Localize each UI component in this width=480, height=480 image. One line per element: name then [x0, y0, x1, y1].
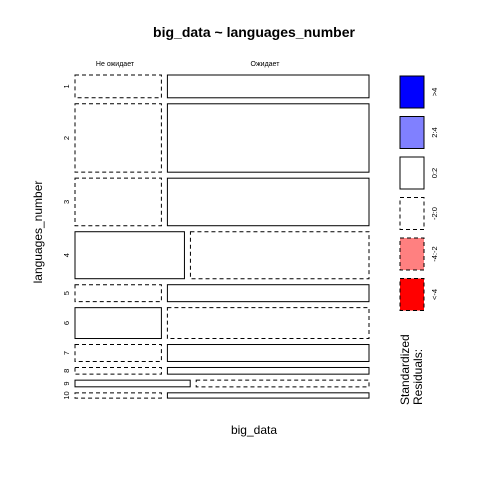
legend-swatch-1: [399, 116, 425, 149]
mosaic-tile-row-10-col-1: [74, 392, 162, 399]
legend-label-3: -2:0: [430, 207, 439, 220]
row-labels: 1 2 3 4 5 6 7 8 9 10: [62, 84, 71, 399]
legend-label-5: <-4: [430, 289, 439, 300]
mosaic-tile-row-7-col-1: [74, 344, 162, 362]
legend-swatch-4: [399, 237, 425, 271]
mosaic-tile-row-3-col-1: [74, 177, 162, 227]
mosaic-tiles: [74, 74, 370, 399]
legend-label-2: 0:2: [430, 168, 439, 178]
legend-swatch-3: [399, 197, 425, 230]
mosaic-tile-row-6-col-2: [166, 307, 370, 340]
legend-label-0: >4: [430, 88, 439, 97]
legend-label-4: -4:-2: [430, 246, 439, 261]
mosaic-tile-row-1-col-2: [166, 74, 370, 99]
mosaic-tile-row-9-col-2: [195, 379, 370, 388]
column-label-not-expects: Не ожидает: [96, 61, 135, 68]
row-label-2: 2: [62, 136, 71, 140]
mosaic-tile-row-1-col-1: [74, 74, 162, 99]
mosaic-tile-row-2-col-1: [74, 103, 162, 173]
mosaic-tile-row-5-col-1: [74, 284, 162, 303]
mosaic-tile-row-2-col-2: [166, 103, 370, 173]
row-label-8: 8: [62, 369, 71, 373]
x-axis-label: big_data: [231, 423, 277, 437]
mosaic-tile-row-10-col-2: [166, 392, 370, 399]
mosaic-tile-row-7-col-2: [166, 344, 370, 362]
legend-title-line-2: Residuals:: [411, 349, 425, 405]
row-label-4: 4: [62, 253, 71, 257]
mosaic-tile-row-8-col-1: [74, 366, 162, 375]
y-axis-label: languages_number: [31, 181, 45, 284]
mosaic-tile-row-4-col-1: [74, 231, 185, 280]
legend-title-line-1: Standardized: [398, 334, 412, 405]
mosaic-tile-row-6-col-1: [74, 307, 162, 340]
row-label-6: 6: [62, 321, 71, 325]
row-label-9: 9: [62, 381, 71, 385]
mosaic-tile-row-3-col-2: [166, 177, 370, 227]
legend-label-1: 2:4: [430, 127, 439, 137]
row-label-7: 7: [62, 351, 71, 355]
mosaic-tile-row-9-col-1: [74, 379, 191, 388]
residual-legend: >4 2:4 0:2 -2:0 -4:-2 <-4: [399, 75, 439, 311]
mosaic-tile-row-4-col-2: [189, 231, 370, 280]
column-label-expects: Ожидает: [251, 61, 281, 68]
legend-swatch-5: [399, 278, 425, 311]
row-label-1: 1: [62, 84, 71, 88]
legend-swatch-0: [399, 75, 425, 109]
chart-title: big_data ~ languages_number: [153, 24, 355, 40]
mosaic-tile-row-8-col-2: [166, 366, 370, 375]
row-label-3: 3: [62, 200, 71, 204]
row-label-10: 10: [62, 391, 71, 399]
row-label-5: 5: [62, 291, 71, 295]
mosaic-tile-row-5-col-2: [166, 284, 370, 303]
legend-swatch-2: [399, 156, 425, 190]
